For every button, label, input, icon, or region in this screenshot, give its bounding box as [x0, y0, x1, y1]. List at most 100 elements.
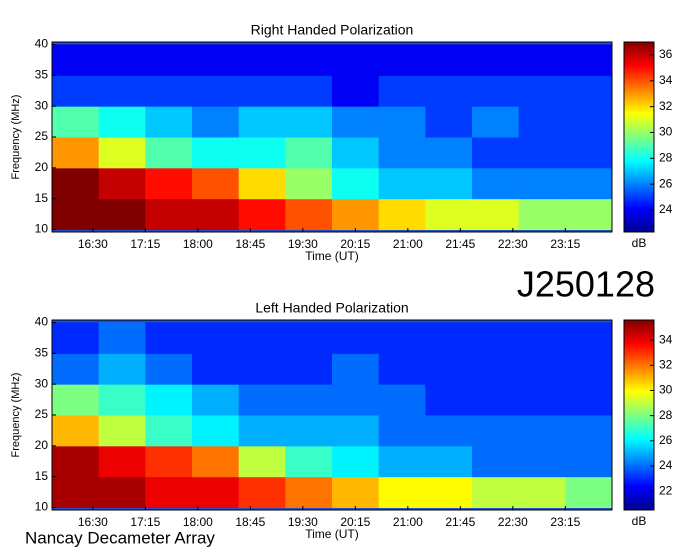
- x-axis-label: Time (UT): [305, 249, 359, 263]
- heatmap-cell: [425, 75, 473, 107]
- heatmap-cell: [472, 353, 520, 385]
- heatmap-cell: [565, 44, 613, 76]
- heatmap-cell: [332, 476, 380, 509]
- y-tick-label: 15: [35, 191, 49, 205]
- heatmap-cell: [518, 75, 566, 107]
- heatmap-cell: [52, 198, 100, 231]
- heatmap-cell: [98, 198, 146, 231]
- heatmap-cell: [332, 167, 380, 200]
- heatmap-cell: [145, 137, 193, 169]
- heatmap-cell: [565, 106, 613, 138]
- heatmap-cell: [145, 384, 193, 416]
- x-tick-label: 21:45: [445, 515, 475, 529]
- heatmap-cell: [378, 75, 426, 107]
- colorbar-tick-label: 32: [659, 357, 673, 371]
- heatmap-cell: [192, 476, 240, 509]
- heatmap-cell: [518, 44, 566, 76]
- heatmap-cell: [378, 476, 426, 509]
- heatmap-cell: [52, 106, 100, 138]
- chart-title: Left Handed Polarization: [255, 300, 408, 316]
- heatmap-cell: [518, 476, 566, 509]
- heatmap-cell: [425, 167, 473, 200]
- heatmap-cell: [332, 353, 380, 385]
- heatmap-cell: [425, 353, 473, 385]
- heatmap-cell: [52, 384, 100, 416]
- heatmap-cell: [565, 137, 613, 169]
- heatmap-cell: [238, 44, 286, 76]
- heatmap-cell: [285, 415, 333, 447]
- colorbar: [623, 319, 655, 511]
- y-axis-label: Frequency (MHz): [10, 373, 22, 458]
- heatmap-cell: [285, 167, 333, 200]
- heatmap-cell: [192, 44, 240, 76]
- colorbar-tick-label: 30: [659, 125, 673, 139]
- heatmap-cell: [98, 75, 146, 107]
- x-tick-label: 18:45: [235, 515, 265, 529]
- heatmap-cell: [145, 353, 193, 385]
- heatmap-cell: [192, 353, 240, 385]
- heatmap-cell: [425, 137, 473, 169]
- y-tick-label: 35: [35, 67, 49, 81]
- heatmap-cell: [378, 445, 426, 478]
- heatmap-cell: [98, 44, 146, 76]
- heatmap-cell: [285, 106, 333, 138]
- heatmap-cell: [378, 137, 426, 169]
- y-tick-label: 25: [35, 407, 49, 421]
- x-tick-label: 16:30: [78, 515, 108, 529]
- heatmap-cell: [145, 75, 193, 107]
- heatmap-cell: [565, 415, 613, 447]
- y-tick-label: 20: [35, 160, 49, 174]
- heatmap-cell: [285, 384, 333, 416]
- x-tick-label: 21:00: [393, 237, 423, 251]
- observation-id: J250128: [517, 264, 655, 305]
- heatmap-cell: [145, 322, 193, 354]
- heatmap-cell: [52, 353, 100, 385]
- heatmap-cell: [238, 167, 286, 200]
- heatmap-cell: [378, 106, 426, 138]
- heatmap-cell: [425, 415, 473, 447]
- heatmap-cell: [472, 44, 520, 76]
- colorbar-tick-label: 28: [659, 408, 673, 422]
- heatmap-cell: [238, 353, 286, 385]
- heatmap-cell: [378, 322, 426, 354]
- heatmap-cell: [238, 415, 286, 447]
- heatmap-cell: [472, 106, 520, 138]
- colorbar-tick-label: 24: [659, 458, 673, 472]
- heatmap-cell: [98, 137, 146, 169]
- y-tick-label: 15: [35, 469, 49, 483]
- x-tick-label: 20:15: [340, 237, 370, 251]
- x-tick-label: 18:00: [183, 515, 213, 529]
- heatmap-cell: [472, 137, 520, 169]
- heatmap-cell: [52, 445, 100, 478]
- y-tick-label: 30: [35, 98, 49, 112]
- heatmap-cell: [145, 445, 193, 478]
- heatmap-cell: [238, 384, 286, 416]
- heatmap-cell: [285, 198, 333, 231]
- heatmap-cell: [285, 322, 333, 354]
- heatmap-cell: [378, 415, 426, 447]
- heatmap-cell: [238, 322, 286, 354]
- heatmap-cell: [332, 322, 380, 354]
- heatmap-cell: [472, 384, 520, 416]
- heatmap-cell: [425, 44, 473, 76]
- heatmap-cell: [472, 198, 520, 231]
- heatmap-cell: [52, 137, 100, 169]
- heatmap-cell: [425, 322, 473, 354]
- heatmap-cell: [565, 198, 613, 231]
- y-tick-label: 40: [35, 37, 49, 51]
- heatmap-cell: [145, 44, 193, 76]
- chart-title: Right Handed Polarization: [251, 22, 414, 38]
- colorbar-tick-label: 34: [659, 73, 673, 87]
- heatmap-cell: [518, 106, 566, 138]
- heatmap-cell: [52, 322, 100, 354]
- heatmap-cell: [518, 322, 566, 354]
- heatmap-cell: [98, 445, 146, 478]
- x-tick-label: 22:30: [498, 237, 528, 251]
- heatmap-cell: [192, 198, 240, 231]
- x-tick-label: 21:45: [445, 237, 475, 251]
- heatmap-cell: [472, 445, 520, 478]
- heatmap-cell: [238, 106, 286, 138]
- y-tick-label: 40: [35, 315, 49, 329]
